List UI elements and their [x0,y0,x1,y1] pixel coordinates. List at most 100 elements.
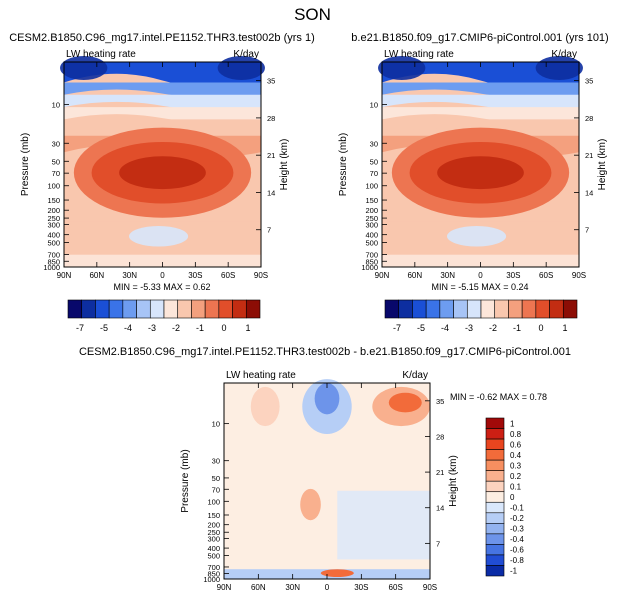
x-tick-label: 0 [160,271,165,280]
y2-tick-label: 14 [267,188,275,197]
colorbar-label: -0.6 [510,546,524,555]
y-tick-label: 250 [207,528,220,537]
contour-band [382,107,579,123]
y-tick-label: 50 [212,474,220,483]
colorbar-box [485,470,505,482]
colorbar-label: -5 [100,323,108,333]
x-tick-label: 90N [375,271,390,280]
x-tick-label: 0 [325,583,330,592]
contour-surface [64,254,261,267]
units-label: K/day [402,370,428,381]
panel-title: CESM2.B1850.C96_mg17.intel.PE1152.THR3.t… [79,346,571,358]
y-tick-label: 700 [47,250,60,259]
colorbar-label: -7 [393,323,401,333]
x-tick-label: 60N [89,271,104,280]
y-tick-label: 850 [365,257,378,266]
diff-positive [300,488,321,521]
contour-lower-blob [447,226,507,247]
x-tick-label: 60N [407,271,422,280]
y-tick-label: 250 [365,214,378,223]
y-tick-label: 30 [212,457,220,466]
colorbar-label: -1 [513,323,521,333]
panels: CESM2.B1850.C96_mg17.intel.PE1152.THR3.t… [9,32,608,592]
colorbar-box [245,299,261,319]
y-tick-label: 700 [207,563,220,572]
colorbar-box [466,299,482,319]
colorbar-box [494,299,509,319]
colorbar-label: 0 [510,493,515,502]
colorbar-box [485,417,505,429]
y-tick-label: 30 [370,139,378,148]
diff-positive [250,386,280,427]
y2-tick-label: 21 [267,151,275,160]
x-tick-label: 60S [221,271,235,280]
y-tick-label: 300 [207,534,220,543]
y2-tick-label: 35 [267,77,275,86]
colorbar-label: -3 [465,323,473,333]
y2-axis-label: Height (km) [448,455,459,507]
colorbar-box [485,501,505,514]
contour-band [64,107,261,123]
y2-axis-label: Height (km) [597,139,608,191]
contour-band [64,94,261,111]
min-max-text: MIN = -5.33 MAX = 0.62 [113,282,210,292]
colorbar-label: 1 [510,419,515,428]
colorbar-label: -2 [489,323,497,333]
x-tick-label: 30N [122,271,137,280]
colorbar-box [485,554,505,566]
y-tick-label: 10 [370,100,378,109]
x-tick-label: 90N [57,271,72,280]
y2-tick-label: 7 [436,539,440,548]
y-tick-label: 1000 [203,575,220,584]
colorbar-label: 1 [245,323,250,333]
y-tick-label: 70 [370,169,378,178]
colorbar-label: 0 [538,323,543,333]
colorbar-box [398,299,413,319]
colorbar-box [485,459,505,471]
colorbar-box [485,428,505,440]
units-label: K/day [233,49,259,60]
colorbar-label: -3 [148,323,156,333]
colorbar-label: -1 [510,567,518,576]
x-tick-label: 0 [478,271,483,280]
y2-tick-label: 35 [436,397,444,406]
colorbar-box [163,299,179,319]
diff-positive-core [388,392,422,413]
y-tick-label: 10 [52,100,60,109]
y2-tick-label: 14 [585,188,593,197]
x-tick-label: 90S [423,583,437,592]
y2-tick-label: 21 [585,151,593,160]
figure-title: SON [294,5,331,24]
y-tick-label: 1000 [43,263,60,272]
y-tick-label: 150 [207,511,220,520]
y-tick-label: 200 [365,206,378,215]
colorbar-box [425,299,441,319]
colorbar-label: 1 [562,323,567,333]
y2-axis-label: Height (km) [279,139,290,191]
panel-title: b.e21.B1850.f09_g17.CMIP6-piControl.001 … [351,32,608,44]
panel-top-right: b.e21.B1850.f09_g17.CMIP6-piControl.001 … [338,32,609,333]
colorbar-box [453,299,468,319]
colorbar-box [439,299,454,319]
y-tick-label: 500 [47,239,60,248]
colorbar-label: -2 [172,323,180,333]
x-tick-label: 30S [188,271,202,280]
colorbar-box [149,299,165,319]
y-tick-label: 1000 [361,263,378,272]
colorbar-label: -0.2 [510,514,524,523]
y-tick-label: 70 [52,169,60,178]
colorbar-box [485,512,505,524]
colorbar-box [191,299,206,319]
colorbar-label: -0.1 [510,504,524,513]
y2-tick-label: 7 [267,226,271,235]
y-tick-label: 400 [207,544,220,553]
diff-negative-area [337,490,430,560]
colorbar-box [485,449,505,461]
y-tick-label: 200 [47,206,60,215]
y-tick-label: 500 [365,239,378,248]
y-axis-label: Pressure (mb) [180,449,191,512]
colorbar-label: -7 [76,323,84,333]
colorbar-label: -5 [417,323,425,333]
colorbar-box [95,299,110,319]
